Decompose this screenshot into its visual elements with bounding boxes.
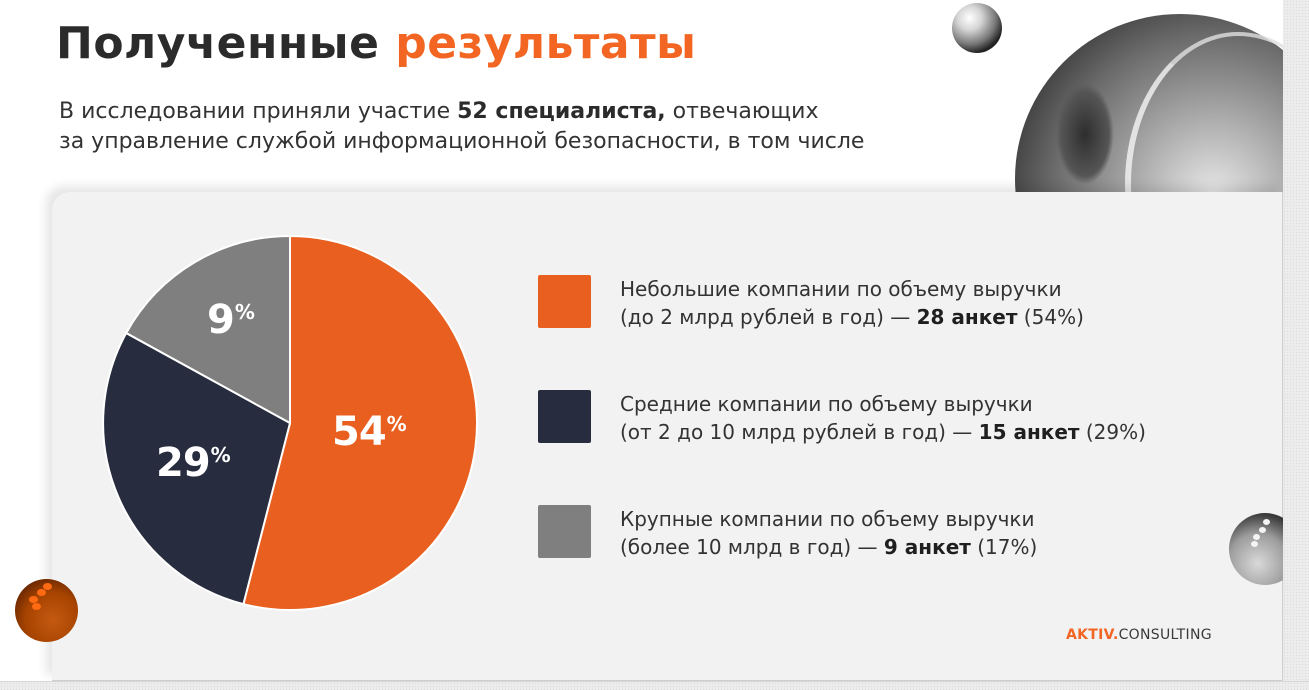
legend-count: 28 анкет — [916, 305, 1018, 329]
bottom-edge-strip — [0, 681, 1309, 690]
title-main: Полученные — [56, 18, 380, 69]
legend-line2-pre: (до 2 млрд рублей в год) — — [620, 305, 917, 329]
orange-sphere-image — [15, 579, 78, 642]
chart-card: 54% 29% 9% — [52, 192, 1283, 681]
legend-swatch-navy — [538, 390, 591, 443]
highlight-dot — [1263, 519, 1270, 525]
highlight-dot — [29, 596, 38, 603]
percent-sign: % — [210, 443, 231, 467]
chrome-sphere-small-image — [952, 3, 1002, 53]
legend-line1: Крупные компании по объему выручки — [620, 507, 1035, 531]
legend-line1: Средние компании по объему выручки — [620, 392, 1033, 416]
highlight-dot — [1251, 541, 1258, 547]
pie-label-29: 29% — [156, 440, 231, 486]
subtitle-line2: за управление службой информационной без… — [59, 129, 865, 154]
legend-percent: (17%) — [970, 535, 1038, 559]
subtitle-part2: отвечающих — [665, 99, 819, 124]
subtitle-part1: В исследовании приняли участие — [59, 99, 458, 124]
pie-label-9: 9% — [207, 297, 255, 343]
percent-sign: % — [234, 300, 255, 324]
legend-line2-pre: (от 2 до 10 млрд рублей в год) — — [620, 420, 979, 444]
chrome-sphere-large-image — [1015, 14, 1283, 192]
pie-slice-small-companies[interactable] — [242, 234, 479, 611]
logo-brand: AKTIV. — [1066, 627, 1119, 643]
legend-line2-pre: (более 10 млрд в год) — — [620, 535, 884, 559]
legend-text: Небольшие компании по объему выручки (до… — [620, 275, 1260, 331]
pie-label-54: 54% — [332, 409, 407, 455]
right-edge-strip — [1283, 0, 1309, 689]
legend-text: Крупные компании по объему выручки (боле… — [620, 505, 1260, 561]
pie-label-value: 9 — [207, 297, 235, 343]
percent-sign: % — [386, 412, 407, 436]
pie-slice-medium-companies[interactable] — [102, 331, 292, 606]
slide-title: Полученные результаты — [56, 18, 696, 69]
title-accent: результаты — [395, 18, 697, 69]
highlight-dot — [1259, 527, 1266, 533]
pie-label-value: 29 — [156, 440, 211, 486]
silver-sphere-image — [1229, 513, 1283, 587]
highlight-dot — [1253, 534, 1260, 540]
legend-percent: (29%) — [1079, 420, 1146, 444]
highlight-dot — [32, 603, 41, 610]
pie-chart — [102, 234, 479, 611]
pie-label-value: 54 — [332, 409, 387, 455]
company-logo: AKTIV.CONSULTING — [1066, 627, 1212, 643]
legend-percent: (54%) — [1017, 305, 1084, 329]
pie-slice-large-companies[interactable] — [124, 234, 291, 425]
logo-rest: CONSULTING — [1118, 627, 1212, 643]
highlight-dot — [43, 583, 52, 590]
highlight-dot — [37, 589, 46, 596]
slide-subtitle: В исследовании приняли участие 52 специа… — [59, 97, 864, 157]
legend-line1: Небольшие компании по объему выручки — [620, 277, 1062, 301]
legend-count: 9 анкет — [883, 535, 971, 559]
subtitle-bold: 52 специалиста, — [457, 99, 666, 124]
legend-count: 15 анкет — [978, 420, 1080, 444]
legend-text: Средние компании по объему выручки (от 2… — [620, 390, 1260, 446]
legend-swatch-orange — [538, 275, 591, 328]
legend-swatch-grey — [538, 505, 591, 558]
